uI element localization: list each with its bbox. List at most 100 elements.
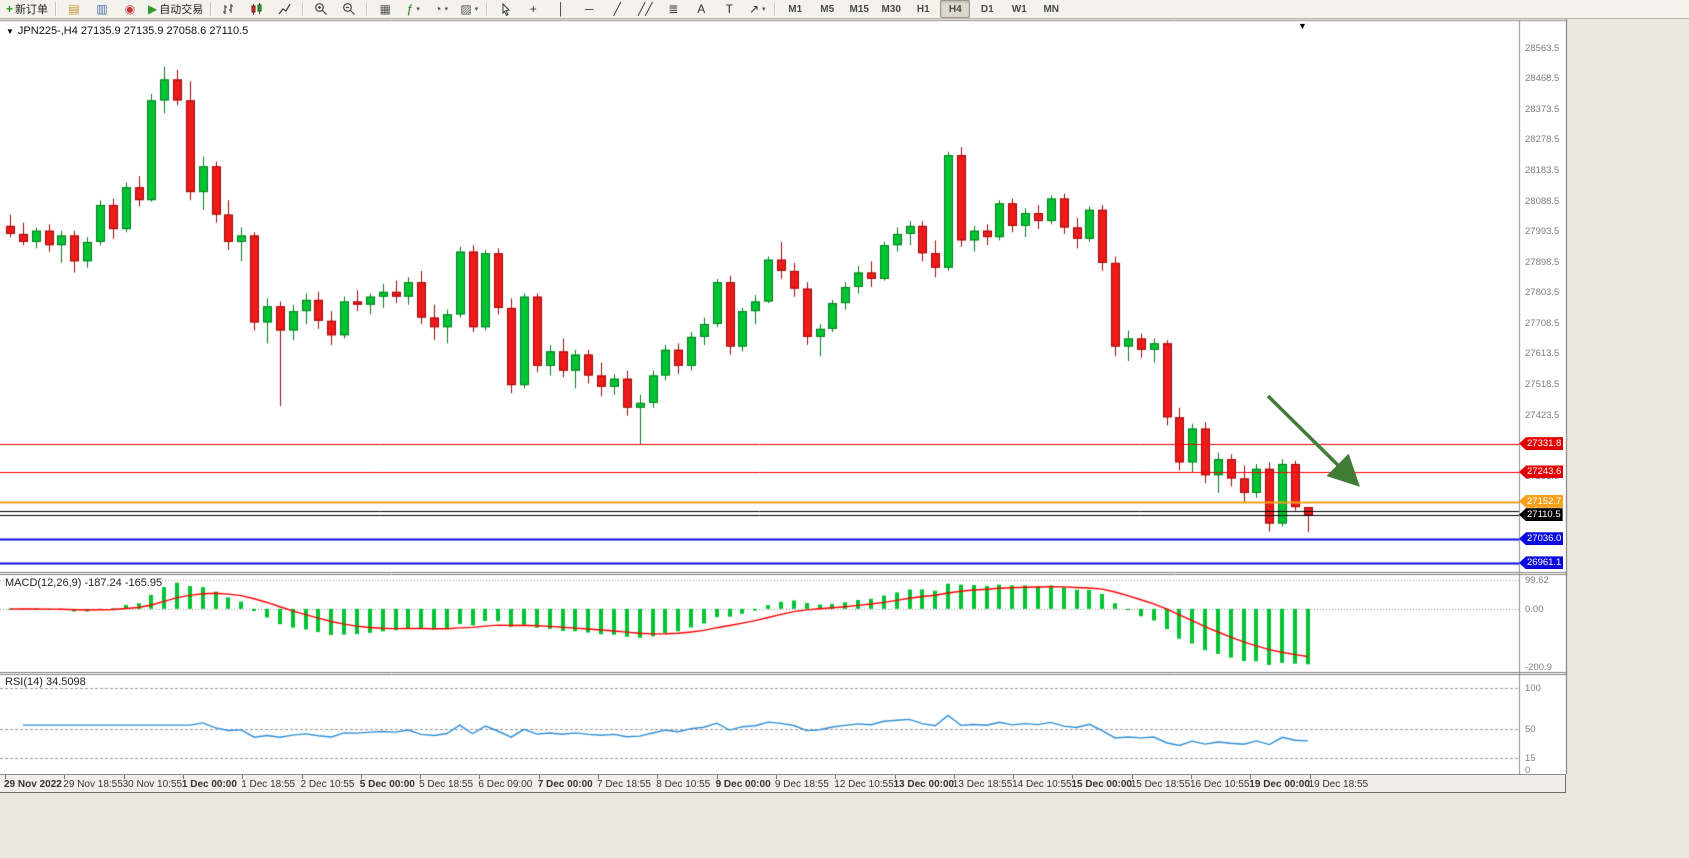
chevron-down-icon: ▾	[474, 6, 479, 13]
indicators-glyph: ƒ	[406, 2, 414, 16]
label-icon[interactable]: T	[716, 0, 742, 18]
tf-button-h1[interactable]: H1	[916, 3, 930, 15]
vertical-line-icon[interactable]: │	[548, 0, 574, 18]
market-watch-icon[interactable]: ◉	[117, 0, 143, 18]
new-order-glyph: +	[6, 2, 14, 16]
time-axis-label: 9 Dec 18:55	[774, 779, 829, 790]
time-axis-tick	[64, 775, 66, 779]
new-chart-icon-glyph: ▤	[68, 2, 80, 16]
crosshair-icon-glyph: +	[529, 2, 537, 16]
toolbar-separator	[774, 2, 777, 16]
toolbar-separator	[486, 2, 489, 16]
zoom-out-icon[interactable]	[336, 0, 362, 18]
rsi-indicator-header: RSI(14) 34.5098	[5, 676, 86, 688]
templates-button[interactable]: ▨ ▾	[456, 0, 482, 18]
price-axis-label: 27518.5	[1525, 379, 1560, 391]
symbol-ohlc-text: JPN225-,H4 27135.9 27135.9 27058.6 27110…	[17, 25, 249, 37]
toolbar-separator	[55, 2, 58, 16]
time-axis-tick	[835, 775, 837, 779]
profiles-icon[interactable]: ▥	[89, 0, 115, 18]
cursor-icon[interactable]	[492, 0, 518, 18]
time-axis-tick	[1072, 775, 1074, 779]
new-order-button[interactable]: + 新订单	[3, 0, 51, 18]
price-axis-label: 28468.5	[1525, 73, 1560, 85]
time-axis-tick	[301, 775, 303, 779]
bar-chart-icon[interactable]	[216, 0, 242, 18]
line-chart-icon[interactable]	[272, 0, 298, 18]
price-axis-label: 28373.5	[1525, 103, 1560, 115]
time-axis-label: 15 Dec 00:00	[1071, 779, 1132, 790]
channel-icon[interactable]: ╱╱	[632, 0, 658, 18]
time-axis-label: 29 Nov 2022	[4, 779, 62, 790]
time-axis-label: 2 Dec 10:55	[300, 779, 355, 790]
time-axis-label: 30 Nov 10:55	[122, 779, 183, 790]
periods-glyph: ◔	[434, 2, 442, 16]
rsi-axis-label: 0	[1525, 765, 1531, 776]
text-icon[interactable]: A	[688, 0, 714, 18]
tf-button-m15[interactable]: M15	[849, 3, 869, 15]
arrows-icon[interactable]: ↗ ▾	[744, 0, 770, 18]
vertical-line-icon-glyph: │	[557, 2, 566, 16]
horizontal-line-icon[interactable]: ─	[576, 0, 602, 18]
profiles-icon-glyph: ▥	[96, 2, 108, 16]
time-axis-label: 15 Dec 18:55	[1130, 779, 1191, 790]
tf-button-m1[interactable]: M1	[788, 3, 803, 15]
time-axis-label: 19 Dec 18:55	[1308, 779, 1369, 790]
price-axis-label: 27423.5	[1525, 409, 1560, 421]
crosshair-icon[interactable]: +	[520, 0, 546, 18]
zoom-in-icon[interactable]	[308, 0, 334, 18]
new-chart-icon[interactable]: ▤	[61, 0, 87, 18]
time-axis-tick	[716, 775, 718, 779]
auto-trading-button[interactable]: ▶ 自动交易	[145, 0, 206, 18]
auto-trading-glyph: ▶	[148, 2, 158, 16]
time-axis-label: 13 Dec 00:00	[893, 779, 955, 790]
tf-button-h4[interactable]: H4	[940, 0, 971, 18]
periods-button[interactable]: ◔ ▾	[428, 0, 454, 18]
time-axis-label: 5 Dec 18:55	[419, 779, 474, 790]
trend-arrow-annotation[interactable]	[1255, 385, 1375, 500]
chart-shift-marker[interactable]: ▼	[1298, 21, 1307, 31]
price-axis-label: 27993.5	[1525, 226, 1560, 238]
tf-button-m30[interactable]: M30	[881, 3, 901, 15]
chevron-down-icon: ▾	[444, 6, 449, 13]
tf-button-mn[interactable]: MN	[1043, 3, 1060, 15]
fibonacci-icon[interactable]: ≣	[660, 0, 686, 18]
price-axis-label: 28563.5	[1525, 42, 1560, 54]
chart-menu-icon[interactable]: ▼	[6, 26, 14, 36]
macd-axis-label: 99.62	[1525, 575, 1549, 586]
time-axis-label: 19 Dec 00:00	[1249, 779, 1310, 790]
time-axis-tick	[1309, 775, 1311, 779]
time-axis-tick	[894, 775, 896, 779]
tile-windows-icon[interactable]: ▦	[372, 0, 398, 18]
price-tag-27243.6: 27243.6	[1519, 465, 1564, 479]
time-axis-label: 7 Dec 00:00	[537, 779, 593, 790]
tf-button-w1[interactable]: W1	[1011, 3, 1027, 15]
time-axis-tick	[479, 775, 481, 779]
rsi-axis-label: 50	[1525, 724, 1536, 735]
market-watch-icon-glyph: ◉	[124, 2, 136, 16]
toolbar-separator	[210, 2, 213, 16]
text-icon-glyph: A	[697, 2, 706, 16]
time-axis-tick	[1131, 775, 1133, 779]
time-axis-tick	[360, 775, 362, 779]
price-axis-label: 27708.5	[1525, 317, 1560, 329]
trendline-icon-glyph: ╱	[613, 2, 621, 16]
trendline-icon[interactable]: ╱	[604, 0, 630, 18]
tf-button-d1[interactable]: D1	[980, 3, 994, 15]
candlestick-chart-icon[interactable]	[244, 0, 270, 18]
tf-button-m5[interactable]: M5	[820, 3, 835, 15]
macd-axis-label: 0.00	[1525, 603, 1544, 615]
price-axis-label: 27613.5	[1525, 348, 1560, 360]
time-axis-label: 1 Dec 00:00	[181, 779, 237, 790]
channel-icon-glyph: ╱╱	[638, 2, 653, 16]
time-axis-label: 7 Dec 18:55	[597, 779, 651, 790]
indicators-button[interactable]: ƒ ▾	[400, 0, 426, 18]
new-order-button-label: 新订单	[15, 4, 49, 16]
time-axis-tick	[1013, 775, 1015, 779]
price-axis-label: 27803.5	[1525, 287, 1560, 299]
time-axis-tick	[953, 775, 955, 779]
auto-trading-button-label: 自动交易	[159, 4, 204, 16]
time-axis-label: 6 Dec 09:00	[478, 779, 533, 790]
